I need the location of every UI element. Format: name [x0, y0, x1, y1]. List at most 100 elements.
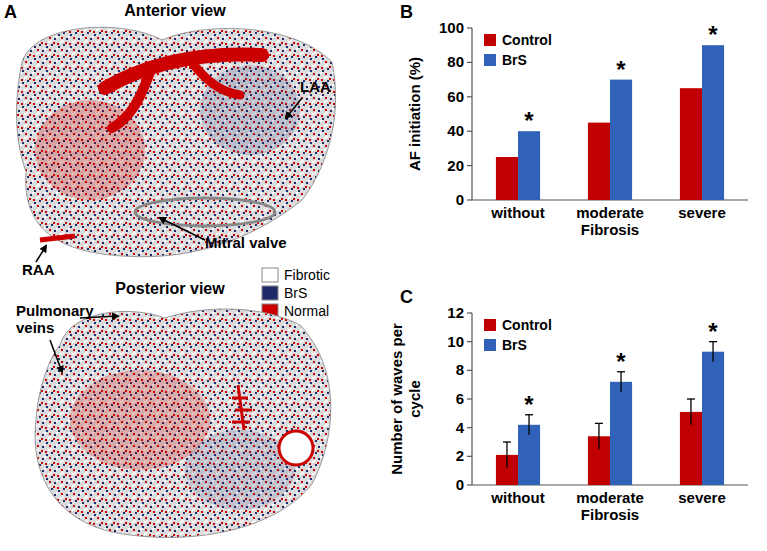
- x-axis-title: Fibrosis: [581, 221, 639, 238]
- y-tick: [467, 27, 472, 28]
- anatomy-label: RAA: [22, 261, 55, 278]
- y-tick: [467, 456, 472, 457]
- posterior-atria: [35, 309, 331, 537]
- y-axis-title: AF initiation (%): [406, 57, 423, 171]
- legend-swatch: [484, 319, 496, 331]
- legend-label: BrS: [284, 285, 307, 301]
- bar: [702, 352, 724, 485]
- panel-letter: B: [400, 2, 413, 22]
- view-title: Posterior view: [115, 280, 225, 297]
- y-tick: [467, 131, 472, 132]
- bar: [496, 157, 518, 200]
- label-arrow: [36, 246, 46, 262]
- x-tick-label: moderate: [576, 204, 644, 221]
- y-tick-label: 60: [447, 88, 464, 105]
- label-line: Pulmonary: [16, 302, 94, 319]
- panel-a: AAnterior viewLAAMitral valveRAAFibrotic…: [4, 2, 336, 537]
- label-arrow: [80, 316, 118, 318]
- legend-swatch: [484, 34, 496, 46]
- y-tick: [467, 484, 472, 485]
- significance-mark: *: [524, 107, 534, 134]
- y-tick: [467, 341, 472, 342]
- x-axis-title: Fibrosis: [581, 506, 639, 523]
- vein-opening: [279, 431, 313, 465]
- significance-mark: *: [616, 348, 626, 375]
- anatomy-label: Mitral valve: [205, 234, 287, 251]
- y-tick-label: 80: [447, 53, 464, 70]
- error-bar: [503, 442, 511, 468]
- title-line: Number of waves per: [388, 323, 405, 475]
- y-tick-label: 8: [456, 361, 464, 378]
- bar: [680, 88, 702, 200]
- y-tick: [467, 96, 472, 97]
- y-tick-label: 40: [447, 122, 464, 139]
- muscle-bundle: [112, 72, 150, 128]
- error-cap: [687, 398, 695, 399]
- x-tick-label: severe: [678, 204, 726, 221]
- y-tick: [467, 370, 472, 371]
- x-tick-label: severe: [678, 489, 726, 506]
- y-tick-label: 4: [456, 419, 465, 436]
- legend-label: BrS: [502, 337, 527, 353]
- anatomy-label: Pulmonaryveins: [16, 302, 94, 336]
- title-line: AF initiation (%): [406, 57, 423, 171]
- muscle-bundle: [232, 385, 252, 430]
- y-tick-label: 6: [456, 390, 464, 407]
- error-bar: [687, 399, 695, 425]
- normal-region: [70, 370, 210, 470]
- x-tick-label: moderate: [576, 489, 644, 506]
- y-axis-title: Number of waves percycle: [388, 323, 423, 475]
- y-tick-label: 12: [447, 304, 464, 321]
- y-tick-label: 100: [439, 19, 464, 36]
- legend-label: Fibrotic: [284, 267, 330, 283]
- x-tick-label: without: [490, 489, 544, 506]
- bar: [702, 45, 724, 200]
- figure: AAnterior viewLAAMitral valveRAAFibrotic…: [0, 0, 767, 551]
- error-stem: [506, 442, 507, 468]
- legend-label: Normal: [284, 303, 329, 319]
- bar: [588, 123, 610, 200]
- legend-swatch: [262, 286, 278, 300]
- brs-region: [200, 65, 300, 155]
- bachmann-bundle: [105, 54, 262, 88]
- y-tick: [467, 427, 472, 428]
- y-tick: [467, 62, 472, 63]
- panel-letter: A: [4, 2, 17, 22]
- panel-letter: C: [400, 287, 413, 307]
- legend-label: BrS: [502, 52, 527, 68]
- significance-mark: *: [616, 56, 626, 83]
- label-arrow: [286, 98, 302, 118]
- error-bar: [595, 423, 603, 449]
- legend-label: Control: [502, 317, 552, 333]
- y-tick-label: 0: [456, 476, 464, 493]
- title-line: cycle: [406, 380, 423, 418]
- marks: [496, 45, 724, 200]
- bar: [518, 131, 540, 200]
- crista: [40, 236, 75, 240]
- y-tick: [467, 312, 472, 313]
- error-stem: [712, 342, 713, 362]
- label-arrow: [160, 218, 205, 240]
- view-title: Anterior view: [124, 2, 226, 19]
- error-bar: [709, 342, 717, 362]
- x-tick-label: without: [490, 204, 544, 221]
- label-arrow: [50, 340, 62, 372]
- error-cap: [595, 423, 603, 424]
- anterior-atria: [17, 27, 336, 257]
- error-stem: [690, 399, 691, 425]
- y-tick-label: 2: [456, 447, 464, 464]
- y-tick: [467, 398, 472, 399]
- significance-mark: *: [524, 391, 534, 418]
- significance-mark: *: [708, 318, 718, 345]
- marks: [496, 342, 724, 485]
- bar: [610, 382, 632, 485]
- y-tick: [467, 165, 472, 166]
- error-cap: [503, 441, 511, 442]
- y-tick: [467, 199, 472, 200]
- y-tick-label: 20: [447, 157, 464, 174]
- chart-panel: B020406080100AF initiation (%)withoutmod…: [400, 2, 748, 238]
- y-tick-label: 10: [447, 333, 464, 350]
- error-stem: [598, 423, 599, 449]
- legend-swatch: [484, 54, 496, 66]
- significance-mark: *: [708, 21, 718, 48]
